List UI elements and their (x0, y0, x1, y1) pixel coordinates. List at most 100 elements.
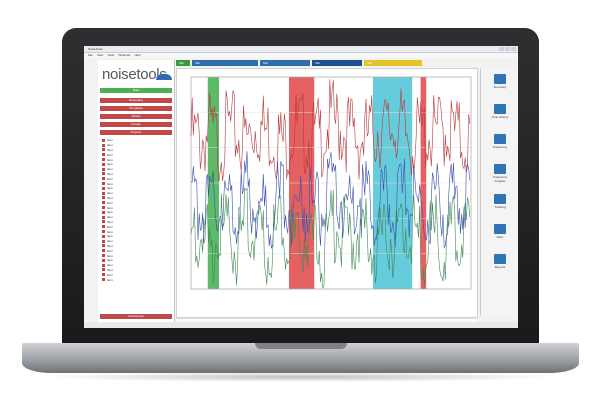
folder-icon (102, 186, 105, 190)
project-list-item-label: Item (107, 234, 113, 239)
section-recording[interactable]: Recording (100, 98, 172, 103)
project-list-item[interactable]: Item (100, 277, 172, 282)
document-tab[interactable]: Tab (260, 60, 310, 66)
document-tab[interactable]: Tab (192, 60, 258, 66)
project-list-item[interactable]: Item (100, 220, 172, 225)
project-list-item[interactable]: Item (100, 172, 172, 177)
section-projects[interactable]: Projects (100, 130, 172, 135)
project-list-item-label: Item (107, 248, 113, 253)
project-list-item-label: Item (107, 143, 113, 148)
folder-icon (102, 191, 105, 195)
project-list-item[interactable]: Item (100, 229, 172, 234)
folder-icon (102, 225, 105, 229)
document-tab[interactable]: Tab (176, 60, 190, 66)
project-list-item[interactable]: Item (100, 210, 172, 215)
project-list-item[interactable]: Item (100, 224, 172, 229)
right-panel: Summary Time History Frequency Frequency An… (480, 68, 518, 316)
project-list-item[interactable]: Item (100, 191, 172, 196)
minimize-button[interactable] (499, 47, 504, 51)
close-button[interactable] (511, 47, 516, 51)
project-list-item-label: Item (107, 258, 113, 263)
project-list-item-label: Item (107, 224, 113, 229)
folder-icon (102, 278, 105, 281)
right-panel-button[interactable]: Tracking (488, 194, 512, 209)
project-list-item[interactable]: Item (100, 181, 172, 186)
project-list-item-label: Item (107, 138, 113, 143)
data-section-button[interactable]: Data (100, 88, 172, 93)
project-list-item-label: Item (107, 229, 113, 234)
project-list-item-label: Item (107, 239, 113, 244)
section-instruments[interactable]: Instruments (100, 314, 172, 319)
panel-tool-icon (494, 104, 506, 114)
project-list-item[interactable]: Item (100, 143, 172, 148)
panel-tool-icon (494, 194, 506, 204)
document-tabs: Tab Tab Tab Tab Tab (176, 60, 476, 66)
folder-icon (102, 153, 105, 157)
project-list-item[interactable]: Item (100, 205, 172, 210)
menu-tools[interactable]: Tools (107, 53, 115, 57)
menu-bar: File View Tools Windows Help (84, 53, 518, 58)
project-list-item[interactable]: Item (100, 234, 172, 239)
project-list-item[interactable]: Item (100, 152, 172, 157)
laptop-notch (255, 343, 347, 349)
project-list-item[interactable]: Item (100, 157, 172, 162)
project-list-item[interactable]: Item (100, 167, 172, 172)
menu-help[interactable]: Help (134, 53, 141, 57)
project-list-item[interactable]: Item (100, 200, 172, 205)
maximize-button[interactable] (505, 47, 510, 51)
folder-icon (102, 249, 105, 253)
project-list-item-label: Item (107, 171, 113, 176)
project-list-item[interactable]: Item (100, 268, 172, 273)
right-panel-label: Tracking (494, 205, 506, 209)
right-panel-label: Summary (493, 85, 507, 89)
panel-tool-icon (494, 224, 506, 234)
project-list-item[interactable]: Item (100, 244, 172, 249)
panel-tool-icon (494, 254, 506, 264)
project-list-item[interactable]: Item (100, 162, 172, 167)
folder-icon (102, 206, 105, 210)
right-panel-button[interactable]: Frequency (488, 134, 512, 149)
project-list-item[interactable]: Item (100, 186, 172, 191)
app-logo: noisetools (102, 66, 167, 83)
project-list-item[interactable]: Item (100, 248, 172, 253)
section-people[interactable]: People (100, 122, 172, 127)
document-tab[interactable]: Tab (312, 60, 362, 66)
menu-view[interactable]: View (96, 53, 104, 57)
right-panel-button[interactable]: Summary (488, 74, 512, 89)
project-list-item-label: Item (107, 205, 113, 210)
project-list-item[interactable]: Item (100, 263, 172, 268)
right-panel-button[interactable]: Filter (488, 224, 512, 239)
project-list-item[interactable]: Item (100, 148, 172, 153)
menu-file[interactable]: File (88, 53, 93, 57)
project-list-item-label: Item (107, 277, 113, 282)
series-line (190, 187, 471, 289)
project-list-item-label: Item (107, 243, 113, 248)
folder-icon (102, 196, 105, 200)
section-places[interactable]: Places (100, 114, 172, 119)
menu-windows[interactable]: Windows (118, 53, 131, 57)
project-list-item-label: Item (107, 181, 113, 186)
project-list-item[interactable]: Item (100, 138, 172, 143)
project-list-item[interactable]: Item (100, 239, 172, 244)
right-panel-button[interactable]: Time History (488, 104, 512, 119)
project-list-item[interactable]: Item (100, 272, 172, 277)
project-list: Item Item Item Item Item Item Item Item Item Item… (100, 138, 172, 282)
folder-icon (102, 234, 105, 238)
folder-icon (102, 172, 105, 176)
project-list-item-label: Item (107, 147, 113, 152)
panel-tool-icon (494, 74, 506, 84)
project-list-item[interactable]: Item (100, 196, 172, 201)
right-panel-button[interactable]: Frequency Analysis (488, 164, 512, 183)
panel-tool-icon (494, 134, 506, 144)
time-history-chart (176, 68, 478, 318)
document-tab[interactable]: Tab (364, 60, 422, 66)
folder-icon (102, 273, 105, 277)
section-templates[interactable]: Templates (100, 106, 172, 111)
project-list-item[interactable]: Item (100, 215, 172, 220)
project-list-item-label: Item (107, 152, 113, 157)
plot-frame (190, 76, 472, 290)
project-list-item[interactable]: Item (100, 258, 172, 263)
project-list-item[interactable]: Item (100, 176, 172, 181)
project-list-item[interactable]: Item (100, 253, 172, 258)
right-panel-button[interactable]: Reports (488, 254, 512, 269)
